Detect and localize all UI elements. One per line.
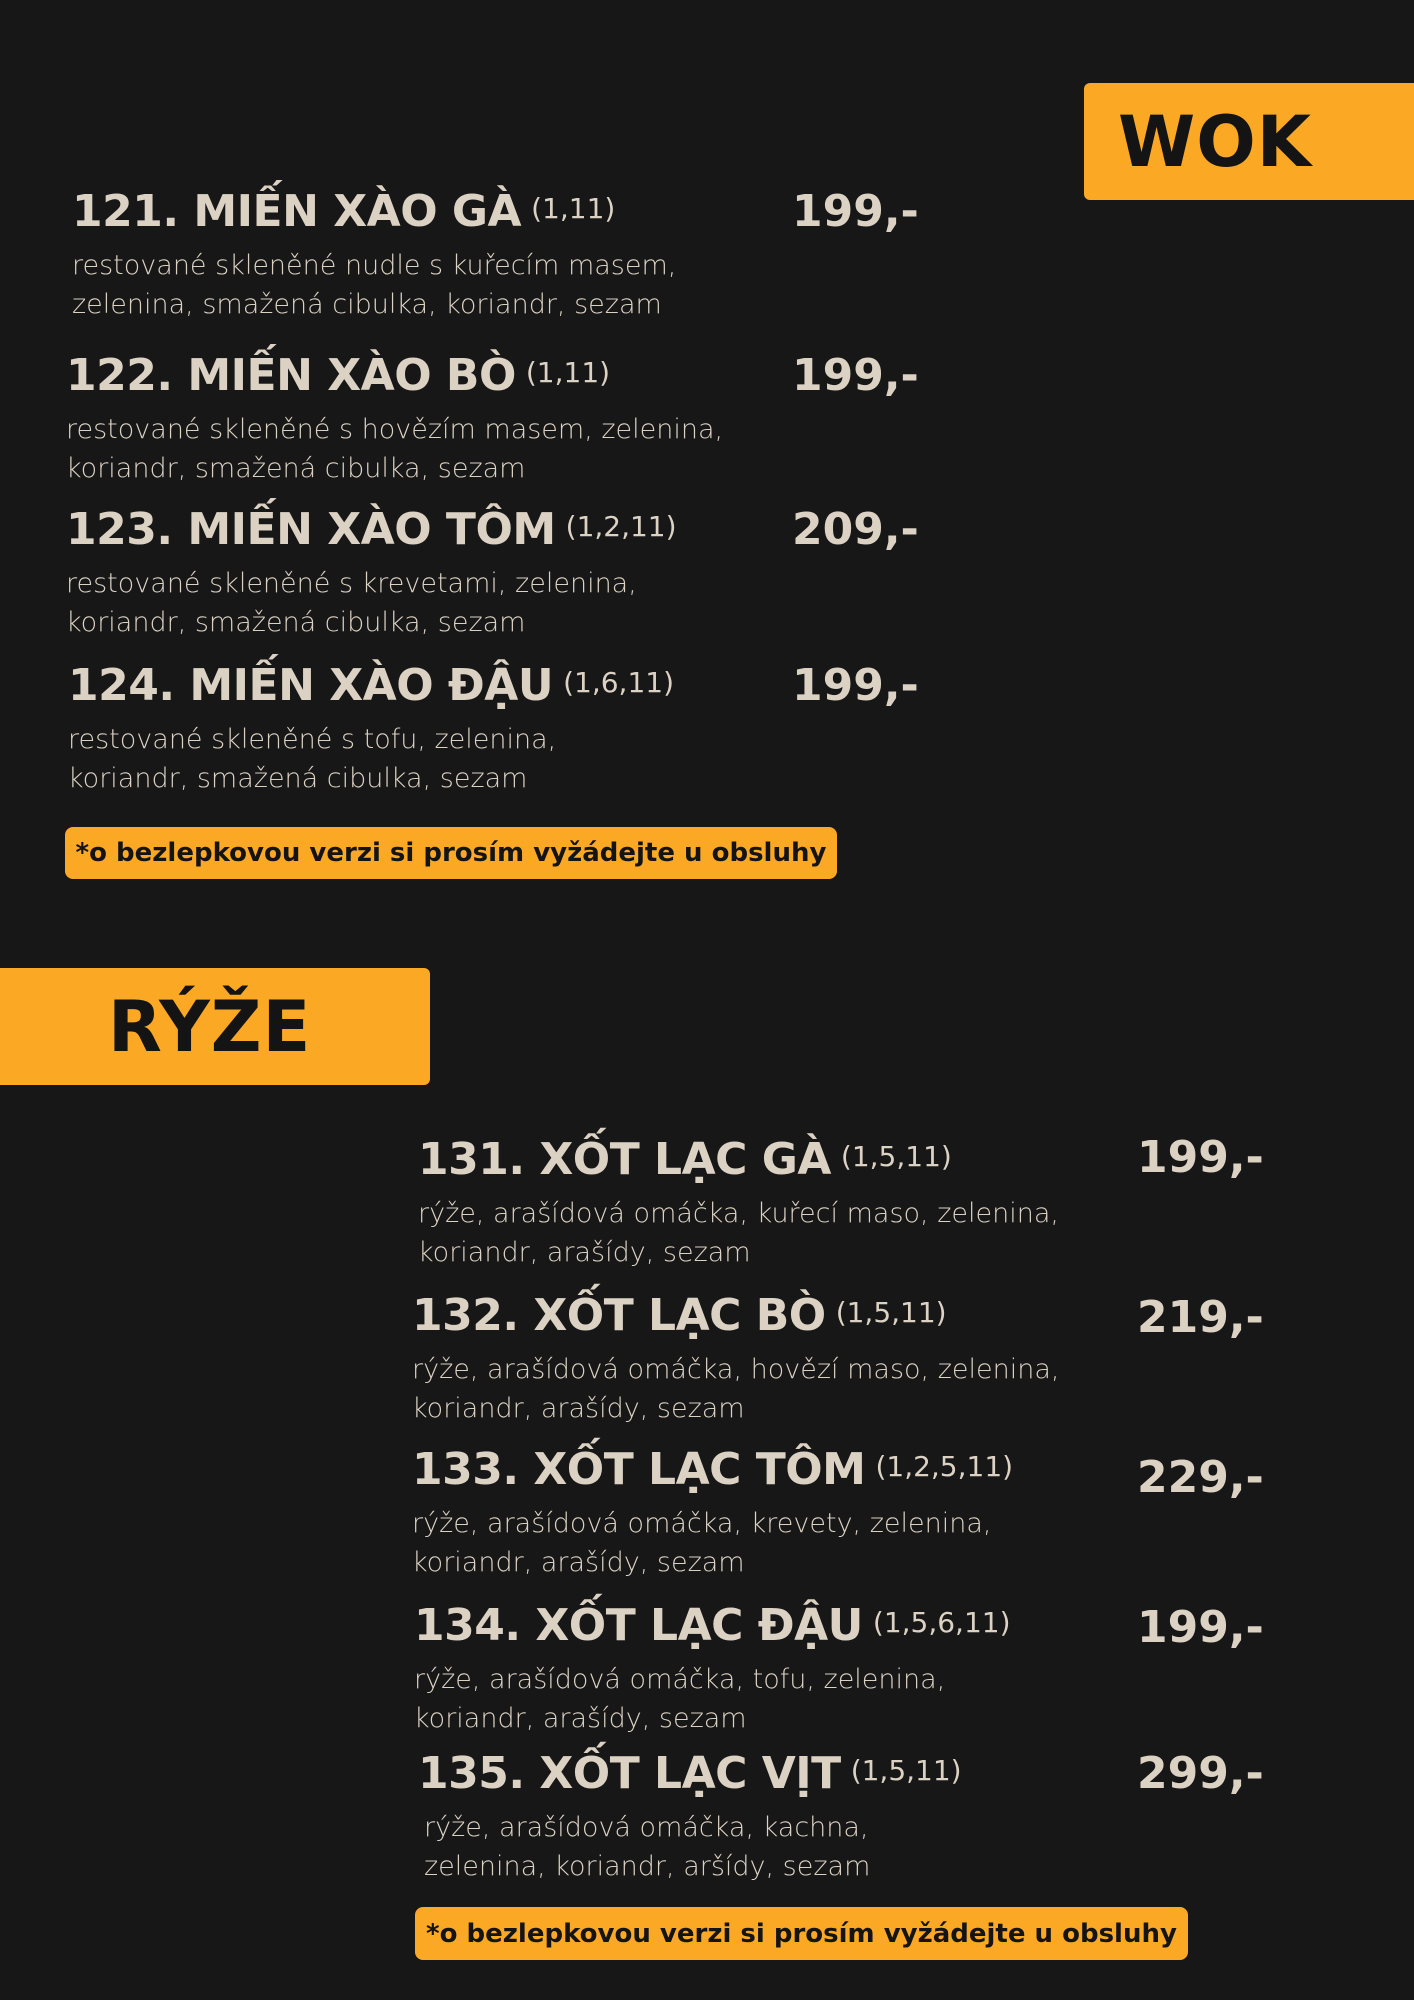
item-description: restované skleněné nudle s kuřecím masem… [72,250,677,320]
item-name: 123. MIẾN XÀO TÔM [66,504,556,555]
item-description: rýže, arašídová omáčka, krevety, zelenin… [412,1508,992,1578]
item-price: 199,- [1137,1132,1264,1183]
item-name: 134. XỐT LẠC ĐẬU [414,1600,863,1651]
item-allergens: (1,5,11) [840,1140,952,1173]
item-allergens: (1,6,11) [563,666,674,699]
item-name: 133. XỐT LẠC TÔM [412,1444,866,1495]
item-name: 135. XỐT LẠC VỊT [418,1748,841,1799]
item-description: restované skleněné s hovězím masem, zele… [66,414,724,484]
item-price: 199,- [792,350,919,401]
item-allergens: (1,5,6,11) [872,1606,1011,1639]
item-price: 299,- [1137,1748,1264,1799]
item-price: 229,- [1137,1452,1264,1503]
item-description: rýže, arašídová omáčka, kachna, zelenina,… [424,1812,871,1882]
menu-item-123: 123. MIẾN XÀO TÔM (1,2,11) restované skle… [66,508,677,642]
item-description: rýže, arašídová omáčka, hovězí maso, zel… [412,1354,1060,1424]
item-price: 199,- [792,660,919,711]
section-title-ryze: RÝŽE [0,968,430,1085]
item-price: 209,- [792,504,919,555]
item-allergens: (1,5,11) [850,1754,962,1787]
item-allergens: (1,11) [531,192,616,225]
menu-item-132: 132. XỐT LẠC BÒ (1,5,11) rýže, arašídová … [412,1294,1059,1428]
item-price: 219,- [1137,1292,1264,1343]
menu-item-124: 124. MIẾN XÀO ĐẬU (1,6,11) restované skle… [68,664,674,798]
item-allergens: (1,2,5,11) [875,1450,1014,1483]
gluten-free-note: *o bezlepkovou verzi si prosím vyžádejte… [415,1907,1188,1960]
item-price: 199,- [1137,1602,1264,1653]
item-price: 199,- [792,186,919,237]
item-name: 122. MIẾN XÀO BÒ [66,350,516,401]
menu-item-122: 122. MIẾN XÀO BÒ (1,11) restované skleněn… [66,354,723,488]
item-description: restované skleněné s tofu, zelenina, kori… [68,724,557,794]
item-allergens: (1,5,11) [835,1296,947,1329]
item-allergens: (1,2,11) [565,510,677,543]
section-title-wok: WOK [1084,83,1414,200]
item-name: 132. XỐT LẠC BÒ [412,1290,826,1341]
item-description: restované skleněné s krevetami, zelenina… [66,568,637,638]
item-description: rýže, arašídová omáčka, kuřecí maso, zel… [418,1198,1059,1268]
item-name: 131. XỐT LẠC GÀ [418,1134,831,1185]
gluten-free-note: *o bezlepkovou verzi si prosím vyžádejte… [65,827,837,879]
menu-item-131: 131. XỐT LẠC GÀ (1,5,11) rýže, arašídová … [418,1138,1059,1272]
menu-item-133: 133. XỐT LẠC TÔM (1,2,5,11) rýže, arašído… [412,1448,1013,1582]
item-allergens: (1,11) [525,356,611,389]
menu-item-134: 134. XỐT LẠC ĐẬU (1,5,6,11) rýže, arašído… [414,1604,1011,1738]
item-name: 124. MIẾN XÀO ĐẬU [68,660,554,711]
menu-item-121: 121. MIẾN XÀO GÀ (1,11) restované skleněn… [72,190,676,324]
item-description: rýže, arašídová omáčka, tofu, zelenina, k… [414,1664,946,1734]
menu-item-135: 135. XỐT LẠC VỊT (1,5,11) rýže, arašídová… [418,1752,962,1886]
item-name: 121. MIẾN XÀO GÀ [72,186,522,237]
